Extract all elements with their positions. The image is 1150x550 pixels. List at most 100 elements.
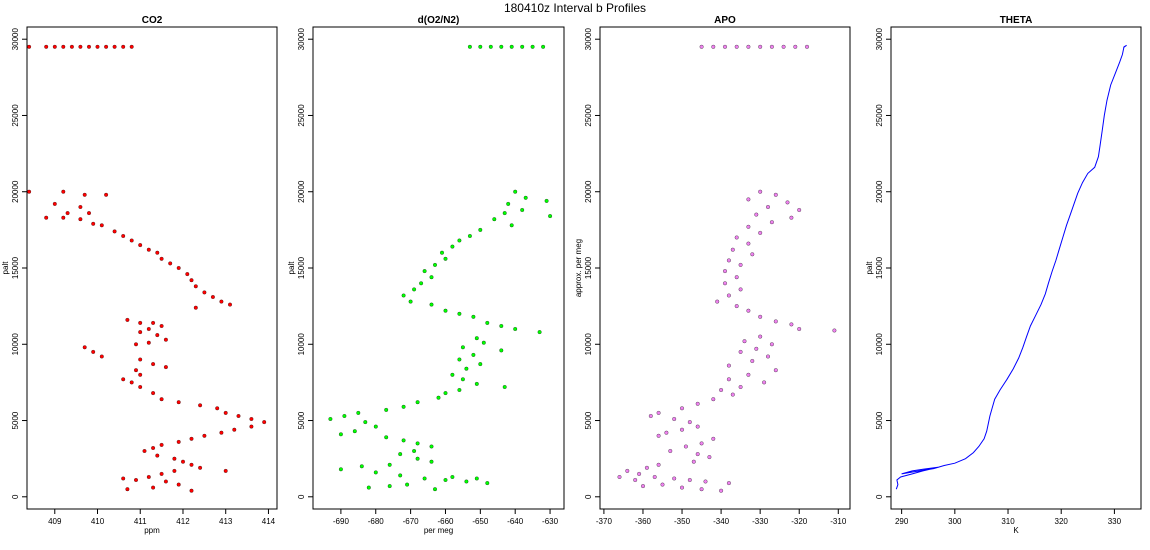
data-point [530, 44, 535, 49]
data-point [499, 348, 504, 353]
data-point [464, 366, 469, 371]
data-point [467, 234, 472, 238]
data-point [746, 241, 751, 246]
data-point [726, 377, 731, 382]
data-point [548, 214, 553, 219]
data-point [387, 484, 392, 489]
data-point [797, 208, 802, 212]
data-point [338, 467, 343, 472]
data-point [112, 44, 117, 49]
data-point [338, 432, 343, 437]
data-point [450, 244, 455, 249]
panel-title-co2: CO2 [142, 15, 163, 26]
data-point [215, 406, 220, 411]
data-point [168, 261, 173, 266]
data-point [159, 324, 164, 328]
x-tick-label: 409 [48, 517, 62, 526]
data-point [750, 252, 755, 257]
figure-title: 180410z Interval b Profiles [504, 1, 646, 15]
data-point [502, 385, 507, 389]
data-point [193, 305, 198, 310]
data-point [412, 449, 417, 453]
data-point [422, 476, 427, 481]
data-point [151, 446, 156, 450]
data-point [328, 417, 333, 421]
data-point [687, 478, 692, 482]
data-point [159, 442, 164, 447]
data-point [189, 278, 194, 283]
series-apo [617, 44, 837, 493]
data-point [506, 201, 511, 206]
data-point [672, 417, 677, 421]
data-point [232, 427, 237, 432]
data-point [460, 345, 465, 350]
data-point [129, 238, 134, 243]
data-point [457, 311, 462, 316]
data-point [121, 44, 126, 49]
data-point [163, 365, 168, 370]
data-point [443, 308, 448, 313]
data-point [699, 441, 704, 446]
series-theta [895, 44, 1127, 490]
data-point [637, 471, 642, 476]
data-point [474, 381, 479, 386]
y-tick-label: 20000 [297, 180, 306, 203]
x-tick-label: 412 [176, 517, 190, 526]
data-point [262, 420, 267, 425]
panel-co2: CO2 409 410 411 412 413 414 0 5000 10000 15000 2000… [1, 15, 278, 535]
data-point [408, 299, 413, 304]
data-point [429, 302, 434, 307]
data-point [471, 314, 476, 319]
data-point [359, 464, 364, 469]
data-point [509, 223, 514, 228]
data-point [159, 397, 164, 402]
data-point [61, 44, 66, 49]
data-point [219, 430, 224, 435]
data-point [155, 333, 160, 338]
data-point [99, 223, 104, 228]
data-point [44, 44, 49, 49]
data-point [52, 44, 57, 49]
y-tick-label: 5000 [297, 411, 306, 429]
data-point [412, 287, 417, 292]
data-point [155, 453, 160, 458]
data-point [789, 322, 794, 327]
data-point [773, 192, 778, 197]
x-axis-label-theta: K [1013, 526, 1019, 535]
data-point [65, 211, 70, 216]
data-point [223, 468, 228, 473]
data-point [726, 293, 731, 298]
panel-theta: THETA 290 300 310 320 330 0 5000 10000 15000 20000… [865, 15, 1142, 535]
data-point [373, 424, 378, 429]
data-point [485, 481, 490, 486]
data-point [366, 485, 371, 490]
data-point [429, 444, 434, 449]
data-point [450, 475, 455, 479]
data-point [711, 436, 716, 441]
data-point [633, 478, 638, 482]
y-tick-label: 5000 [584, 411, 593, 429]
data-point [750, 359, 755, 363]
y-tick-label: 0 [875, 494, 884, 499]
data-point [138, 372, 143, 377]
data-point [474, 476, 479, 481]
y-tick-label: 15000 [584, 256, 593, 279]
data-point [210, 295, 215, 299]
data-point [746, 224, 751, 229]
y-tick-label: 20000 [11, 180, 20, 203]
data-point [87, 211, 91, 216]
data-point [91, 349, 96, 354]
data-point [146, 475, 151, 479]
data-point [429, 459, 434, 464]
data-point [138, 330, 143, 335]
data-point [687, 420, 692, 425]
data-point [762, 380, 767, 385]
data-point [202, 290, 207, 295]
x-tick-label: -630 [542, 517, 559, 526]
data-point [405, 482, 410, 487]
data-point [104, 192, 109, 197]
data-point [352, 429, 357, 434]
plot-frame-theta [890, 26, 1142, 510]
x-tick-label: 290 [895, 517, 909, 526]
data-point [537, 330, 542, 335]
